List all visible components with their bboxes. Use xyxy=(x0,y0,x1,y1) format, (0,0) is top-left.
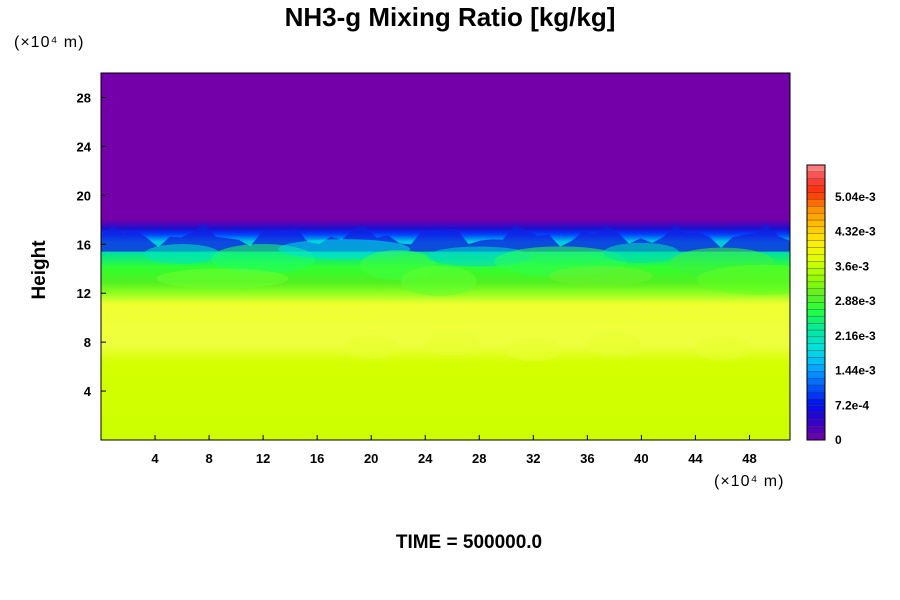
field-eddy xyxy=(156,268,289,289)
colorbar-bin xyxy=(806,357,826,365)
field-eddy xyxy=(603,242,680,263)
colorbar-bin xyxy=(806,329,826,338)
colorbar-bin xyxy=(806,281,826,289)
y-axis-unit: (×10⁴ m) xyxy=(14,34,85,51)
colorbar-bin xyxy=(806,267,826,276)
colorbar-bin xyxy=(806,240,826,248)
field-eddy xyxy=(400,265,477,296)
colorbar-bin xyxy=(806,192,826,200)
chart-title: NH3-g Mixing Ratio [kg/kg] xyxy=(284,2,616,32)
x-tick-label: 12 xyxy=(256,451,270,466)
y-tick-label: 24 xyxy=(77,139,92,154)
colorbar-bin xyxy=(806,398,826,406)
x-tick-label: 4 xyxy=(151,451,159,466)
colorbar-bin xyxy=(806,405,826,413)
colorbar-bin xyxy=(806,288,826,296)
x-tick-label: 40 xyxy=(634,451,648,466)
colorbar-bin xyxy=(806,350,826,358)
colorbar-bin xyxy=(806,185,826,193)
x-tick-label: 36 xyxy=(580,451,594,466)
x-tick-label: 20 xyxy=(364,451,378,466)
plot-frame xyxy=(100,72,791,441)
colorbar-label: 3.6e-3 xyxy=(835,259,869,273)
colorbar-bin xyxy=(806,206,826,214)
colorbar-bin xyxy=(806,432,826,441)
plot-area xyxy=(100,72,791,441)
colorbar-label: 5.04e-3 xyxy=(835,190,876,204)
x-axis-unit: (×10⁴ m) xyxy=(714,473,785,490)
colorbar-bin xyxy=(806,426,826,434)
field-plume xyxy=(505,337,562,362)
colorbar-label: 2.88e-3 xyxy=(835,294,876,308)
x-tick-label: 24 xyxy=(418,451,433,466)
colorbar-bin xyxy=(806,343,826,351)
field-plume xyxy=(343,335,400,360)
colorbar-bin xyxy=(806,233,826,241)
x-tick-label: 32 xyxy=(526,451,540,466)
x-tick-label: 16 xyxy=(310,451,324,466)
y-tick-label: 4 xyxy=(84,384,92,399)
colorbar-bin xyxy=(806,302,826,310)
colorbar-bin xyxy=(806,178,826,186)
field-plume xyxy=(586,332,643,357)
x-tick-label: 48 xyxy=(742,451,756,466)
field-layer xyxy=(101,73,790,440)
y-tick-label: 20 xyxy=(77,188,91,203)
x-tick-label: 44 xyxy=(688,451,703,466)
colorbar-bin xyxy=(806,295,826,303)
colorbar-bin xyxy=(806,419,826,427)
colorbar-bin xyxy=(806,391,826,399)
field-eddy xyxy=(548,266,653,287)
y-tick-label: 28 xyxy=(77,90,91,105)
field-plume xyxy=(694,336,751,361)
colorbar-label: 1.44e-3 xyxy=(835,364,876,378)
colorbar-bin xyxy=(806,309,826,317)
colorbar-bin xyxy=(806,274,826,283)
y-tick-label: 16 xyxy=(77,237,91,252)
colorbar-bin xyxy=(806,322,826,331)
colorbar-label: 2.16e-3 xyxy=(835,329,876,343)
colorbar-bin xyxy=(806,316,826,324)
field-plume xyxy=(424,331,481,356)
colorbar-bin xyxy=(806,384,826,393)
colorbar: 0 7.2e-4 1.44e-3 2.16e-3 2.88e-3 3.6e-3 4.32e-… xyxy=(806,164,876,447)
colorbar-label: 4.32e-3 xyxy=(835,225,876,239)
time-label: TIME = 500000.0 xyxy=(395,532,543,553)
colorbar-bin xyxy=(806,247,826,255)
field-eddy xyxy=(144,244,221,265)
colorbar-bin xyxy=(806,261,826,269)
colorbar-bin xyxy=(806,219,826,228)
colorbar-bin xyxy=(806,336,826,344)
colorbar-bin xyxy=(806,226,826,234)
y-tick-label: 8 xyxy=(84,335,91,350)
colorbar-bin xyxy=(806,377,826,386)
colorbar-label: 0 xyxy=(835,433,842,447)
colorbar-frame xyxy=(806,164,826,441)
colorbar-bin xyxy=(806,171,826,179)
colorbar-bin xyxy=(806,254,826,262)
colorbar-bin xyxy=(806,371,826,379)
colorbar-bin xyxy=(806,212,826,221)
field-eddy xyxy=(697,264,790,295)
y-tick-label: 12 xyxy=(77,286,91,301)
x-tick-label: 8 xyxy=(205,451,212,466)
colorbar-bin xyxy=(806,364,826,372)
colorbar-bin xyxy=(806,164,826,173)
x-tick-label: 28 xyxy=(472,451,486,466)
colorbar-bin xyxy=(806,412,826,420)
colorbar-bin xyxy=(806,199,826,207)
colorbar-label: 7.2e-4 xyxy=(835,398,869,412)
